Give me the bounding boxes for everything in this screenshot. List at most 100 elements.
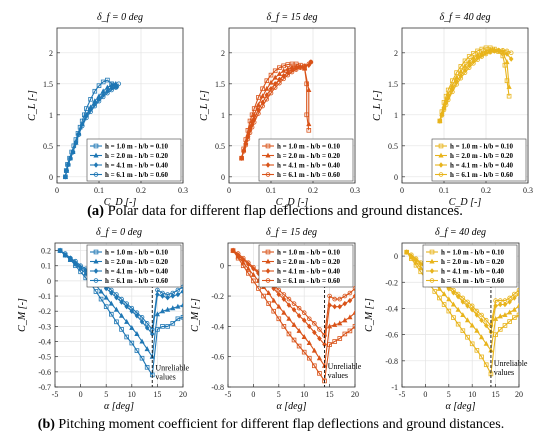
data-point: [134, 310, 140, 316]
data-point: [180, 288, 183, 295]
x-tick-label: 0.2: [136, 186, 146, 195]
x-axis-label: C_D [-]: [449, 197, 482, 208]
data-point: [502, 312, 508, 318]
data-point: [264, 97, 270, 102]
axes-box: [228, 27, 356, 184]
series-line-1: [232, 250, 355, 383]
caption-b-text: Pitching moment coefficient for differen…: [55, 417, 504, 432]
data-point: [98, 288, 104, 294]
legend: h = 1.0 m - h/b = 0.10h = 2.0 m - h/b = …: [258, 244, 354, 288]
caption-b: (b) Pitching moment coefficient for diff…: [38, 417, 504, 432]
data-point: [100, 94, 106, 100]
data-point: [337, 336, 343, 341]
legend: h = 1.0 m - h/b = 0.10h = 2.0 m - h/b = …: [258, 138, 354, 182]
data-point: [492, 48, 497, 54]
data-point: [469, 322, 475, 328]
x-tick-label: 5: [277, 390, 281, 399]
data-point: [446, 296, 452, 302]
data-point: [124, 303, 129, 310]
y-tick-label: 0: [49, 173, 53, 182]
y-tick-label: -0.2: [211, 292, 224, 301]
legend-box: [86, 244, 182, 288]
legend-marker: [93, 172, 99, 177]
x-tick-label: 0.3: [350, 186, 360, 195]
annotation-line-2: values: [494, 368, 514, 377]
data-point: [118, 312, 125, 318]
axes-box: [401, 27, 529, 184]
data-point: [460, 312, 466, 318]
data-point: [251, 106, 257, 111]
x-tick-label: 0: [251, 390, 255, 399]
data-point: [474, 327, 480, 333]
legend-box: [258, 244, 354, 288]
data-point: [256, 111, 261, 116]
data-point: [487, 49, 493, 55]
data-point: [296, 313, 302, 319]
y-tick-label: 0.5: [43, 142, 53, 151]
legend-label: h = 4.1 m - h/b = 0.40: [450, 162, 514, 170]
data-point: [249, 124, 255, 130]
x-tick-label: 0: [79, 390, 83, 399]
y-tick-label: -0.8: [211, 383, 224, 392]
data-point: [493, 316, 499, 321]
legend-box: [258, 138, 354, 182]
y-tick-label: 1.5: [43, 80, 53, 89]
data-point: [144, 321, 150, 326]
data-point: [105, 77, 110, 83]
legend-marker: [265, 249, 271, 255]
data-point: [302, 63, 307, 69]
data-point: [144, 364, 150, 370]
legend-label: h = 4.1 m - h/b = 0.40: [105, 162, 169, 170]
x-tick-label: 0.1: [94, 186, 104, 195]
annotation-line-2: values: [328, 371, 348, 380]
chart-title: δ_f = 40 deg: [435, 227, 486, 238]
x-tick-label: -5: [52, 390, 59, 399]
data-point: [139, 355, 145, 361]
legend: h = 1.0 m - h/b = 0.10h = 2.0 m - h/b = …: [86, 138, 182, 182]
legend-label: h = 2.0 m - h/b = 0.20: [277, 152, 341, 160]
y-tick-label: -0.6: [38, 368, 51, 377]
y-tick-label: 1.5: [215, 80, 225, 89]
data-point: [114, 292, 119, 297]
legend-marker: [93, 249, 99, 255]
y-tick-label: 1.5: [388, 80, 398, 89]
y-tick-label: 2: [221, 49, 225, 58]
legend-label: h = 2.0 m - h/b = 0.20: [277, 258, 341, 266]
y-tick-label: -0.2: [38, 307, 51, 316]
data-point: [175, 291, 181, 298]
legend-label: h = 6.1 m - h/b = 0.60: [105, 171, 169, 179]
data-point: [241, 149, 247, 154]
y-tick-label: 1: [394, 111, 398, 120]
data-point: [301, 317, 307, 324]
series-line-1: [59, 250, 183, 377]
data-point: [466, 54, 472, 59]
data-point: [230, 248, 236, 253]
legend-label: h = 2.0 m - h/b = 0.20: [105, 258, 169, 266]
data-point: [68, 255, 73, 261]
data-point: [347, 328, 353, 334]
data-point: [516, 312, 519, 318]
data-point: [507, 295, 512, 301]
data-point: [312, 363, 317, 369]
chart-title: δ_f = 15 deg: [266, 12, 317, 23]
x-tick-label: 5: [447, 390, 451, 399]
y-tick-label: 0: [394, 173, 398, 182]
data-point: [458, 75, 464, 81]
data-point: [439, 113, 445, 118]
chart-title: δ_f = 0 deg: [97, 12, 143, 23]
legend-label: h = 6.1 m - h/b = 0.60: [277, 171, 341, 179]
legend-marker: [265, 172, 271, 177]
legend: h = 1.0 m - h/b = 0.10h = 2.0 m - h/b = …: [431, 138, 527, 182]
x-tick-label: 20: [351, 390, 359, 399]
data-point: [317, 371, 322, 376]
y-axis-label: C_M [-]: [190, 298, 201, 332]
data-point: [76, 132, 82, 137]
data-point: [432, 289, 438, 294]
legend-marker: [93, 162, 99, 168]
data-point: [502, 298, 508, 303]
data-point: [455, 291, 461, 297]
legend-label: h = 1.0 m - h/b = 0.10: [277, 249, 341, 257]
data-point: [276, 70, 282, 76]
data-point: [460, 299, 466, 305]
data-point: [240, 255, 246, 261]
